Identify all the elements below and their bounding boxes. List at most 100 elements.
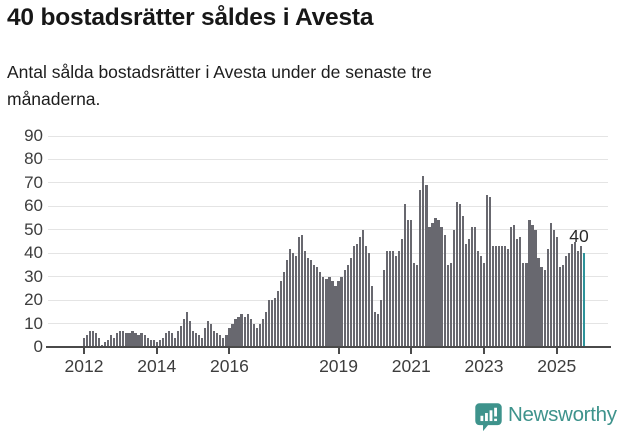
bar xyxy=(131,330,134,347)
y-tick-label-60: 60 xyxy=(24,196,43,216)
bar xyxy=(267,300,270,347)
bar xyxy=(355,243,358,347)
bar xyxy=(382,269,386,347)
bar xyxy=(304,250,307,347)
bar xyxy=(140,332,143,347)
bar xyxy=(558,267,561,347)
gridline-50 xyxy=(48,229,608,231)
bar xyxy=(488,196,492,347)
y-tick-label-40: 40 xyxy=(24,243,43,263)
bar xyxy=(164,332,167,347)
bar xyxy=(534,229,537,347)
bar xyxy=(328,276,331,347)
bar xyxy=(325,279,328,347)
x-tick-label-2016: 2016 xyxy=(209,356,249,376)
bar xyxy=(416,264,419,347)
bar xyxy=(525,262,528,347)
bar xyxy=(195,332,198,347)
gridline-70 xyxy=(48,182,608,184)
bar xyxy=(201,337,204,347)
bar xyxy=(146,337,149,347)
bar xyxy=(207,321,210,347)
bar xyxy=(85,335,89,347)
bar xyxy=(119,330,122,347)
bar xyxy=(240,314,243,347)
bar xyxy=(428,227,431,347)
bar xyxy=(395,255,398,347)
bar xyxy=(137,335,140,347)
bar xyxy=(540,267,543,347)
bar xyxy=(519,236,522,347)
x-tick-label-2014: 2014 xyxy=(137,356,177,376)
bar xyxy=(331,281,334,347)
bar xyxy=(340,276,343,347)
bar xyxy=(270,300,273,347)
bar xyxy=(579,246,583,347)
bar xyxy=(452,229,455,347)
bar xyxy=(161,337,164,347)
bar xyxy=(516,239,519,347)
bar xyxy=(407,220,410,347)
bar xyxy=(258,323,261,347)
bar xyxy=(198,335,201,347)
bar xyxy=(422,175,425,347)
bar xyxy=(273,297,276,347)
bar xyxy=(167,330,170,347)
bar xyxy=(467,239,470,347)
bar xyxy=(319,272,322,347)
newsworthy-logo-text: Newsworthy xyxy=(508,403,617,426)
y-tick-label-30: 30 xyxy=(24,266,43,286)
bar xyxy=(204,328,207,347)
bar xyxy=(561,264,564,347)
bar xyxy=(301,234,304,347)
bar xyxy=(346,264,349,347)
bar xyxy=(479,255,483,347)
bar xyxy=(458,204,461,347)
latest-value-label: 40 xyxy=(569,226,589,247)
bar xyxy=(82,337,86,347)
bar-series xyxy=(48,136,613,347)
y-tick-label-50: 50 xyxy=(24,219,43,239)
y-tick-label-0: 0 xyxy=(33,337,43,356)
bar xyxy=(188,321,192,347)
bar xyxy=(476,250,480,347)
bar xyxy=(358,236,361,347)
bar xyxy=(264,311,267,347)
bar xyxy=(104,342,107,347)
bar xyxy=(282,272,286,347)
bar xyxy=(279,281,283,347)
bar xyxy=(576,250,580,347)
bar xyxy=(570,243,573,347)
x-tick-mark-2016 xyxy=(228,348,231,354)
bar xyxy=(116,332,119,347)
bar xyxy=(134,332,137,347)
bar xyxy=(231,323,234,347)
bar xyxy=(334,286,337,347)
x-axis-line xyxy=(46,345,611,348)
newsworthy-bubble-icon xyxy=(475,403,502,432)
bar xyxy=(237,316,240,347)
bar xyxy=(437,220,440,347)
bar xyxy=(288,248,292,347)
bar xyxy=(179,325,183,347)
bar xyxy=(379,300,383,347)
bar xyxy=(434,218,437,347)
bar xyxy=(243,316,246,347)
bar xyxy=(225,335,228,347)
bar xyxy=(522,262,525,347)
bar xyxy=(170,332,173,347)
bar xyxy=(361,229,364,347)
bar xyxy=(143,335,146,347)
bar xyxy=(543,269,546,347)
y-tick-label-70: 70 xyxy=(24,172,43,192)
bar xyxy=(107,339,110,347)
gridline-90 xyxy=(48,135,608,137)
bar xyxy=(404,204,407,347)
bar xyxy=(549,222,552,347)
bar xyxy=(552,229,555,347)
bar xyxy=(491,246,495,347)
bar xyxy=(573,241,576,347)
newsworthy-logo: Newsworthy xyxy=(473,401,629,435)
bar xyxy=(376,314,380,347)
highlighted-bar xyxy=(582,253,586,347)
